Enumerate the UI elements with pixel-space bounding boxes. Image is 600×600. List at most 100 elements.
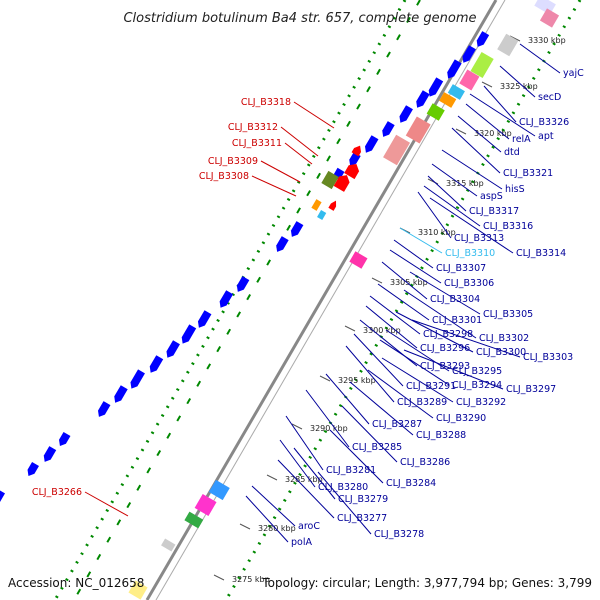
gene-label: CLJ_B3294 xyxy=(452,380,502,391)
scale-tick-label: 3310 kbp xyxy=(418,228,456,237)
gene-label: CLJ_B3285 xyxy=(352,442,402,453)
forward-gene-arrow xyxy=(462,45,476,63)
gene-label: CLJ_B3280 xyxy=(318,482,368,493)
label-leader-line xyxy=(325,373,370,425)
gene-label: dtd xyxy=(504,147,520,158)
gc-ring-inner xyxy=(224,0,582,600)
gene-label: aspS xyxy=(480,191,503,202)
cog-block xyxy=(470,51,494,79)
label-leader-line xyxy=(385,329,450,372)
forward-gene-arrow xyxy=(27,461,39,477)
highlight-gene-marker xyxy=(317,210,327,220)
scale-tick xyxy=(266,474,278,481)
forward-gene-arrow xyxy=(290,221,304,237)
forward-gene-arrow xyxy=(149,355,164,373)
scale-tick xyxy=(319,375,331,382)
gene-label: secD xyxy=(538,92,561,103)
cog-block xyxy=(128,580,148,600)
scale-tick xyxy=(371,277,383,284)
gene-label: CLJ_B3266 xyxy=(32,487,82,498)
label-leader-line xyxy=(349,381,414,436)
gene-label: CLJ_B3302 xyxy=(479,333,529,344)
cog-block xyxy=(447,84,465,100)
forward-gene-arrow xyxy=(476,31,490,47)
gene-label: CLJ_B3304 xyxy=(430,294,480,305)
cog-block xyxy=(439,92,457,108)
gene-label: CLJ_B3284 xyxy=(386,478,436,489)
label-leader-line xyxy=(389,249,442,284)
gene-label: CLJ_B3278 xyxy=(374,529,424,540)
scale-tick xyxy=(239,523,251,530)
scale-tick xyxy=(213,574,225,581)
gene-label: CLJ_B3311 xyxy=(232,138,282,149)
label-leader-line xyxy=(280,126,319,157)
label-leader-line xyxy=(365,305,418,349)
label-leader-line xyxy=(367,369,434,419)
label-leader-line xyxy=(329,429,384,484)
gene-label: CLJ_B3292 xyxy=(456,397,506,408)
gene-label: CLJ_B3288 xyxy=(416,430,466,441)
forward-gene-arrow xyxy=(276,236,289,252)
label-leader-line xyxy=(395,311,474,353)
gene-label: CLJ_B3306 xyxy=(444,278,494,289)
forward-gene-arrow xyxy=(364,135,379,153)
gene-label: CLJ_B3312 xyxy=(228,122,278,133)
cog-block xyxy=(383,134,411,166)
gene-label: CLJ_B3301 xyxy=(432,315,482,326)
gene-label: CLJ_B3305 xyxy=(483,309,533,320)
gene-label: CLJ_B3289 xyxy=(397,397,447,408)
gene-label: yajC xyxy=(563,68,584,79)
gene-label: aroC xyxy=(298,521,320,532)
label-leader-line xyxy=(293,447,336,500)
gene-label: hisS xyxy=(505,184,525,195)
cog-block xyxy=(208,479,230,501)
label-leader-line xyxy=(377,283,430,321)
gene-label: CLJ_B3298 xyxy=(423,329,473,340)
gene-label: CLJ_B3296 xyxy=(420,343,470,354)
gene-label: CLJ_B3307 xyxy=(436,263,486,274)
scale-tick xyxy=(291,423,303,430)
scale-tick xyxy=(481,81,493,88)
label-leader-line xyxy=(381,357,454,403)
forward-gene-arrow xyxy=(219,290,234,308)
reverse-gene-arrow xyxy=(344,163,360,180)
label-leader-line xyxy=(279,439,316,488)
label-leader-line xyxy=(423,185,481,227)
cog-block xyxy=(534,0,556,15)
label-leader-line xyxy=(417,191,452,239)
cog-block xyxy=(349,251,368,269)
label-leader-line xyxy=(451,127,501,174)
gene-label: CLJ_B3316 xyxy=(483,221,533,232)
gene-label: CLJ_B3318 xyxy=(241,97,291,108)
label-leader-line xyxy=(293,101,335,129)
reverse-gene-arrow xyxy=(328,200,337,211)
gene-label: CLJ_B3303 xyxy=(523,352,573,363)
gene-label: CLJ_B3317 xyxy=(469,206,519,217)
forward-gene-arrow xyxy=(166,340,180,358)
gene-label: CLJ_B3297 xyxy=(506,384,556,395)
cog-block xyxy=(184,511,204,529)
gene-label: polA xyxy=(291,537,312,548)
gene-label: CLJ_B3309 xyxy=(208,156,258,167)
label-leader-line xyxy=(431,163,478,197)
label-leader-line xyxy=(260,160,301,183)
label-leader-line xyxy=(317,471,372,535)
label-leader-line xyxy=(469,93,536,137)
cog-block xyxy=(194,494,217,516)
feature-block-orange xyxy=(311,199,322,211)
label-leader-line xyxy=(403,289,477,339)
scale-tick xyxy=(509,35,521,42)
gene-label: CLJ_B3291 xyxy=(406,381,456,392)
label-leader-line xyxy=(245,495,289,543)
label-leader-line xyxy=(399,227,443,254)
feature-block-olive xyxy=(321,170,339,190)
gene-label: CLJ_B3293 xyxy=(420,361,470,372)
forward-gene-arrow xyxy=(59,431,71,447)
gene-label: relA xyxy=(512,134,531,145)
map-title: Clostridium botulinum Ba4 str. 657, comp… xyxy=(123,11,476,26)
label-leader-line xyxy=(305,389,350,448)
forward-gene-arrow xyxy=(382,121,395,137)
label-leader-line xyxy=(465,103,510,140)
gene-label: CLJ_B3286 xyxy=(400,457,450,468)
